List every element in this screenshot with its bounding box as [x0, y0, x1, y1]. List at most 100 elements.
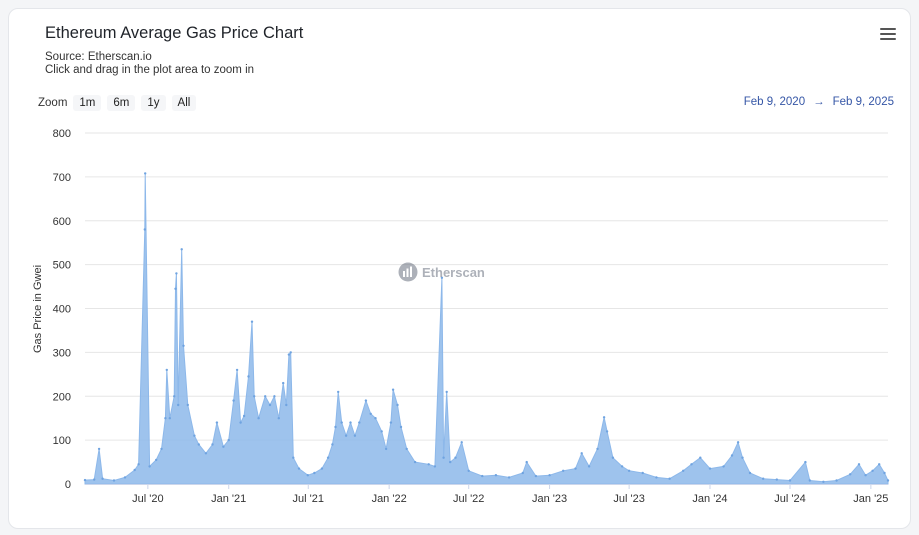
gas-price-area[interactable] — [84, 173, 889, 485]
data-point[interactable] — [548, 474, 551, 477]
data-point[interactable] — [587, 465, 591, 468]
data-point[interactable] — [534, 474, 538, 478]
data-point[interactable] — [857, 463, 861, 466]
data-point[interactable] — [822, 480, 825, 483]
data-point[interactable] — [748, 471, 752, 475]
data-point[interactable] — [97, 447, 101, 451]
data-point[interactable] — [282, 381, 285, 385]
data-point[interactable] — [143, 228, 146, 231]
data-point[interactable] — [627, 469, 631, 472]
data-point[interactable] — [211, 443, 214, 446]
data-point[interactable] — [507, 476, 511, 479]
data-point[interactable] — [433, 465, 437, 468]
data-point[interactable] — [320, 467, 324, 470]
data-point[interactable] — [641, 471, 644, 475]
data-point[interactable] — [257, 417, 260, 420]
data-point[interactable] — [369, 412, 372, 415]
data-point[interactable] — [886, 479, 890, 482]
data-point[interactable] — [454, 456, 457, 459]
data-point[interactable] — [227, 438, 230, 442]
data-point[interactable] — [682, 469, 685, 472]
data-point[interactable] — [494, 474, 498, 477]
data-point[interactable] — [232, 399, 235, 402]
data-point[interactable] — [242, 414, 246, 418]
data-point[interactable] — [83, 478, 87, 482]
data-point[interactable] — [460, 441, 463, 444]
data-point[interactable] — [313, 471, 316, 475]
data-point[interactable] — [174, 287, 177, 290]
data-point[interactable] — [690, 463, 693, 466]
data-point[interactable] — [101, 477, 104, 480]
data-point[interactable] — [405, 447, 408, 451]
data-point[interactable] — [177, 403, 180, 407]
data-point[interactable] — [349, 421, 352, 424]
data-point[interactable] — [655, 476, 658, 479]
data-point[interactable] — [133, 468, 136, 472]
data-point[interactable] — [222, 445, 225, 448]
data-point[interactable] — [804, 460, 807, 464]
data-point[interactable] — [440, 276, 444, 279]
data-point[interactable] — [340, 421, 343, 424]
data-point[interactable] — [160, 447, 163, 451]
data-point[interactable] — [878, 463, 881, 466]
hamburger-menu-icon[interactable] — [880, 28, 896, 40]
data-point[interactable] — [762, 477, 765, 480]
data-point[interactable] — [292, 456, 295, 459]
data-point[interactable] — [358, 421, 361, 424]
data-point[interactable] — [137, 463, 140, 466]
data-point[interactable] — [297, 467, 301, 470]
range-from[interactable]: Feb 9, 2020 — [743, 96, 806, 108]
data-point[interactable] — [730, 454, 734, 457]
data-point[interactable] — [574, 467, 577, 470]
data-point[interactable] — [525, 460, 528, 464]
data-point[interactable] — [264, 395, 267, 398]
zoom-1y-button[interactable]: 1y — [141, 95, 166, 111]
data-point[interactable] — [708, 467, 712, 470]
data-point[interactable] — [602, 416, 606, 419]
data-point[interactable] — [736, 441, 740, 444]
data-point[interactable] — [334, 425, 337, 429]
data-point[interactable] — [331, 443, 334, 446]
data-point[interactable] — [562, 469, 565, 472]
data-point[interactable] — [871, 469, 874, 472]
data-point[interactable] — [668, 477, 671, 480]
data-point[interactable] — [521, 471, 524, 475]
data-point[interactable] — [835, 479, 838, 482]
data-point[interactable] — [155, 458, 158, 462]
data-point[interactable] — [186, 403, 189, 407]
data-point[interactable] — [481, 474, 484, 478]
data-point[interactable] — [883, 471, 886, 475]
data-point[interactable] — [165, 368, 168, 372]
data-point[interactable] — [250, 320, 254, 323]
data-point[interactable] — [620, 465, 624, 468]
data-point[interactable] — [605, 430, 609, 433]
data-point[interactable] — [580, 452, 583, 455]
data-point[interactable] — [268, 403, 272, 407]
data-point[interactable] — [175, 272, 178, 275]
data-point[interactable] — [427, 463, 430, 466]
data-point[interactable] — [235, 368, 239, 372]
data-point[interactable] — [204, 452, 208, 455]
data-point[interactable] — [699, 456, 702, 459]
data-point[interactable] — [93, 478, 96, 481]
data-point[interactable] — [611, 456, 615, 459]
data-point[interactable] — [173, 395, 176, 398]
data-point[interactable] — [253, 395, 256, 398]
data-point[interactable] — [808, 479, 811, 482]
zoom-all-button[interactable]: All — [171, 95, 197, 111]
data-point[interactable] — [389, 421, 393, 424]
data-point[interactable] — [384, 447, 388, 451]
data-point[interactable] — [722, 465, 725, 468]
data-point[interactable] — [445, 390, 448, 394]
zoom-1m-button[interactable]: 1m — [73, 95, 102, 111]
data-point[interactable] — [849, 473, 852, 476]
data-point[interactable] — [285, 403, 288, 407]
data-point[interactable] — [413, 460, 417, 464]
data-point[interactable] — [364, 399, 368, 402]
data-point[interactable] — [864, 474, 867, 477]
data-point[interactable] — [380, 430, 383, 433]
data-point[interactable] — [144, 172, 147, 175]
data-point[interactable] — [353, 434, 357, 437]
data-point[interactable] — [391, 388, 395, 391]
